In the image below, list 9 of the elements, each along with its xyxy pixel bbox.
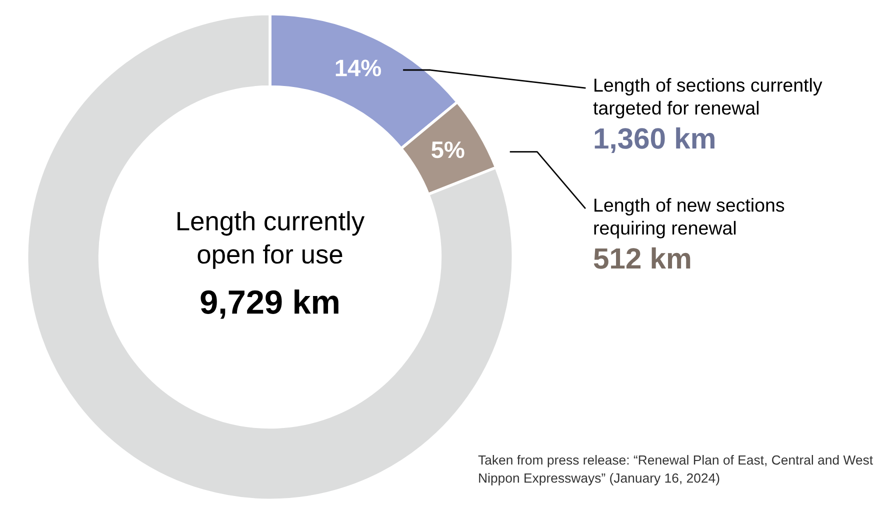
slice-label: Length currently open for use bbox=[178, 211, 365, 269]
text: 9,729 km bbox=[200, 289, 338, 319]
text: 512 km bbox=[594, 247, 690, 269]
text: 1,360 km bbox=[594, 127, 714, 154]
data-label: 14% bbox=[336, 60, 381, 76]
text: Taken from press release: “Renewal Plan of East, Central and West Nippon Expressways” (January 16, 2024) bbox=[478, 455, 873, 486]
slice-label: Length of sections currently targeted for renewal bbox=[593, 78, 822, 118]
slice-label: Length of new sections requiring renewal bbox=[594, 198, 784, 238]
data-label: 5% bbox=[432, 141, 464, 158]
